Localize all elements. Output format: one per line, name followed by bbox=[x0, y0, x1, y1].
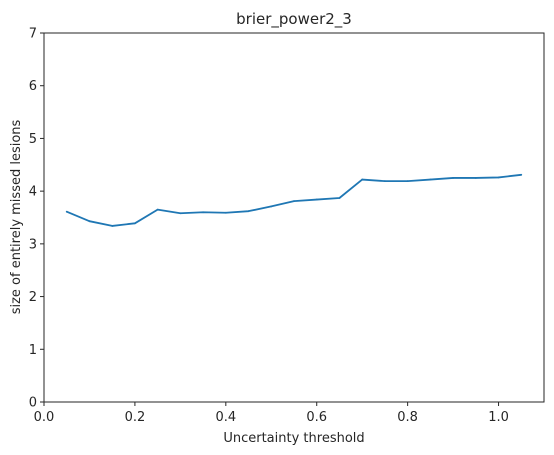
data-point bbox=[224, 211, 227, 214]
data-point bbox=[452, 177, 454, 179]
y-tick-label: 3 bbox=[29, 237, 37, 252]
data-point bbox=[179, 212, 182, 215]
data-point bbox=[156, 208, 159, 211]
y-tick-label: 0 bbox=[29, 396, 37, 411]
x-tick-label: 0.6 bbox=[306, 410, 327, 425]
x-axis-ticks: 0.0 0.2 0.4 0.6 0.8 1.0 bbox=[34, 402, 509, 425]
y-tick-label: 1 bbox=[29, 343, 37, 358]
y-tick-label: 6 bbox=[29, 79, 37, 94]
data-point bbox=[111, 225, 114, 227]
data-point bbox=[520, 173, 523, 176]
data-point bbox=[406, 180, 409, 183]
data-point bbox=[65, 210, 68, 213]
y-axis-label: size of entirely missed lesions bbox=[9, 119, 24, 314]
data-point bbox=[88, 220, 91, 223]
data-point bbox=[247, 210, 250, 213]
x-axis-label: Uncertainty threshold bbox=[223, 431, 364, 446]
y-tick-label: 7 bbox=[29, 27, 37, 42]
data-point bbox=[202, 211, 204, 214]
y-tick-label: 2 bbox=[29, 290, 37, 305]
x-tick-label: 0.4 bbox=[215, 410, 236, 425]
x-tick-label: 0.8 bbox=[397, 410, 418, 425]
data-point bbox=[384, 180, 386, 183]
data-point bbox=[497, 176, 500, 179]
data-point bbox=[134, 222, 136, 225]
chart-title: brier_power2_3 bbox=[236, 10, 352, 29]
x-tick-label: 1.0 bbox=[488, 410, 509, 425]
data-point bbox=[315, 198, 318, 201]
y-axis-ticks: 0 1 2 3 4 5 6 7 bbox=[29, 27, 44, 411]
y-tick-label: 4 bbox=[29, 185, 37, 200]
data-point bbox=[361, 178, 364, 181]
x-tick-label: 0.0 bbox=[34, 410, 55, 425]
data-point bbox=[270, 205, 273, 208]
data-point bbox=[293, 200, 295, 203]
plot-frame bbox=[43, 32, 545, 403]
data-point bbox=[338, 197, 341, 199]
data-point bbox=[474, 177, 477, 179]
x-tick-label: 0.2 bbox=[125, 410, 146, 425]
y-tick-label: 5 bbox=[29, 132, 37, 147]
data-point bbox=[429, 178, 432, 181]
data-series bbox=[65, 173, 523, 227]
